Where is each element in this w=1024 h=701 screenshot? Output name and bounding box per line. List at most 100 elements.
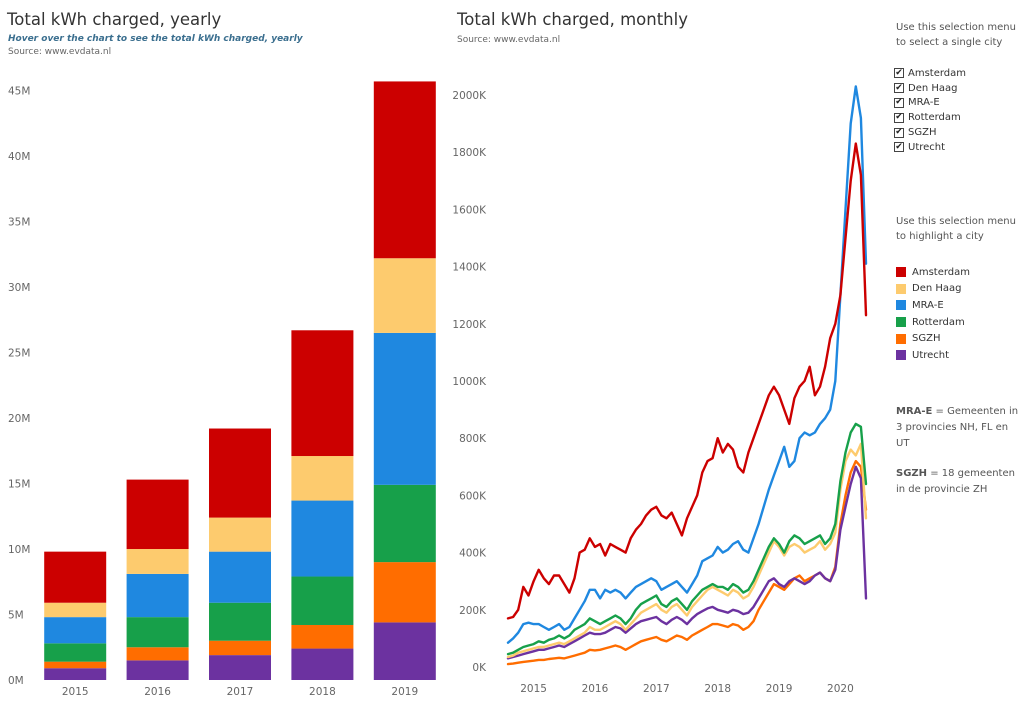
checkbox-icon[interactable]: ✔ (894, 127, 904, 138)
legend-label: SGZH (912, 333, 941, 345)
bar-segment-utrecht-2019[interactable] (373, 622, 436, 680)
filter-item-utrecht[interactable]: ✔ Utrecht (894, 140, 966, 155)
yearly-y-tick-label: 35M (8, 217, 30, 229)
filter-item-sgzh[interactable]: ✔ SGZH (894, 125, 966, 140)
line-series-utrecht[interactable] (506, 465, 868, 660)
legend-item-sgzh[interactable]: SGZH (896, 330, 970, 347)
yearly-x-tick-label: 2015 (62, 686, 89, 698)
monthly-y-tick-label: 1400K (452, 262, 487, 274)
yearly-y-tick-label: 30M (8, 282, 30, 294)
bar-segment-mra-e-2015[interactable] (44, 617, 107, 644)
legend-item-rotterdam[interactable]: Rotterdam (896, 314, 970, 331)
filter-item-rotterdam[interactable]: ✔ Rotterdam (894, 110, 966, 125)
line-series-sgzh[interactable] (506, 459, 868, 666)
bar-segment-mra-e-2016[interactable] (126, 573, 189, 618)
bar-segment-utrecht-2016[interactable] (126, 660, 189, 680)
monthly-y-tick-label: 600K (459, 490, 487, 502)
bar-segment-rotterdam-2016[interactable] (126, 617, 189, 648)
checkbox-icon[interactable]: ✔ (894, 112, 904, 123)
yearly-y-tick-label: 5M (8, 610, 24, 622)
bar-segment-sgzh-2016[interactable] (126, 647, 189, 661)
sgzh-note: SGZH = 18 gemeenten in de provincie ZH (896, 466, 1021, 498)
mrae-note-text: = Gemeenten in 3 provincies NH, FL en UT (896, 406, 1019, 449)
bar-segment-den-haag-2018[interactable] (291, 456, 354, 501)
checkbox-icon[interactable]: ✔ (894, 67, 904, 79)
monthly-y-tick-label: 800K (459, 433, 487, 445)
bar-segment-den-haag-2019[interactable] (373, 258, 436, 333)
legend-swatch (896, 300, 906, 311)
bar-segment-rotterdam-2019[interactable] (373, 484, 436, 563)
monthly-y-tick-label: 400K (459, 548, 487, 560)
bar-segment-utrecht-2017[interactable] (209, 655, 271, 680)
checkbox-icon[interactable]: ✔ (894, 97, 904, 108)
yearly-x-tick-label: 2016 (144, 686, 171, 698)
city-highlight-legend: Amsterdam Den Haag MRA-E Rotterdam SGZH Utrec… (896, 264, 970, 364)
bar-segment-amsterdam-2019[interactable] (373, 81, 436, 259)
yearly-y-tick-label: 10M (8, 544, 30, 556)
legend-swatch (896, 333, 906, 344)
bar-segment-mra-e-2019[interactable] (373, 332, 436, 485)
bar-segment-den-haag-2015[interactable] (44, 602, 107, 618)
line-series-den-haag[interactable] (506, 442, 868, 659)
bar-segment-utrecht-2015[interactable] (44, 668, 107, 680)
yearly-y-tick-label: 20M (8, 413, 30, 425)
monthly-line-chart[interactable]: 0K 200K 400K 600K 800K 1000K 1200K 1400K 1600K 18… (0, 0, 880, 701)
bar-segment-amsterdam-2018[interactable] (291, 330, 354, 457)
yearly-chart-title: Total kWh charged, yearly (7, 10, 222, 29)
yearly-y-tick-label: 0M (8, 675, 24, 687)
yearly-stacked-bar-chart[interactable]: 0M 5M 10M 15M 20M 25M 30M 35M 40M 45M 2015 2016 2017… (0, 0, 450, 701)
monthly-y-tick-label: 1800K (452, 147, 487, 159)
filter-item-den-haag[interactable]: ✔ Den Haag (894, 81, 966, 96)
legend-item-amsterdam[interactable]: Amsterdam (896, 264, 970, 281)
legend-label: Utrecht (912, 349, 950, 361)
yearly-chart-hover-hint: Hover over the chart to see the total kW… (8, 34, 303, 44)
monthly-x-tick-label: 2016 (582, 683, 609, 695)
filter-prompt: Use this selection menu to select a sing… (896, 22, 1016, 48)
filter-item-label: Utrecht (908, 141, 946, 153)
bar-segment-sgzh-2017[interactable] (209, 640, 271, 656)
line-series-rotterdam[interactable] (506, 422, 868, 656)
monthly-y-tick-label: 0K (472, 662, 487, 674)
bar-segment-mra-e-2017[interactable] (209, 551, 271, 603)
monthly-y-tick-label: 200K (459, 605, 487, 617)
monthly-x-tick-label: 2015 (520, 683, 547, 695)
yearly-chart-source: Source: www.evdata.nl (8, 47, 112, 57)
yearly-x-tick-label: 2018 (309, 686, 336, 698)
bar-segment-mra-e-2018[interactable] (291, 500, 354, 577)
checkbox-icon[interactable]: ✔ (894, 141, 904, 153)
bar-segment-amsterdam-2016[interactable] (126, 479, 189, 550)
line-series-mra-e[interactable] (506, 85, 868, 644)
legend-label: MRA-E (912, 299, 944, 311)
bar-segment-den-haag-2017[interactable] (209, 517, 271, 552)
city-filter-list: ✔ Amsterdam ✔ Den Haag ✔ MRA-E ✔ Rotterdam ✔ SGZH… (894, 66, 966, 155)
legend-label: Den Haag (912, 283, 962, 295)
legend-swatch (896, 350, 906, 361)
filter-item-label: SGZH (908, 127, 937, 139)
bar-segment-amsterdam-2015[interactable] (44, 551, 107, 603)
line-series-amsterdam[interactable] (506, 142, 868, 620)
yearly-y-tick-label: 45M (8, 86, 30, 98)
yearly-y-tick-label: 15M (8, 479, 30, 491)
bar-segment-utrecht-2018[interactable] (291, 648, 354, 680)
filter-item-label: Den Haag (908, 82, 958, 94)
filter-item-amsterdam[interactable]: ✔ Amsterdam (894, 66, 966, 81)
filter-item-label: Rotterdam (908, 112, 961, 124)
monthly-y-tick-label: 1000K (452, 376, 487, 388)
legend-item-den-haag[interactable]: Den Haag (896, 281, 970, 298)
filter-item-mra-e[interactable]: ✔ MRA-E (894, 96, 966, 111)
bar-segment-rotterdam-2015[interactable] (44, 643, 107, 662)
filter-item-label: MRA-E (908, 97, 940, 109)
legend-item-utrecht[interactable]: Utrecht (896, 347, 970, 364)
bar-segment-den-haag-2016[interactable] (126, 549, 189, 574)
bar-segment-rotterdam-2017[interactable] (209, 602, 271, 641)
bar-segment-sgzh-2019[interactable] (373, 562, 436, 623)
bar-segment-rotterdam-2018[interactable] (291, 576, 354, 625)
bar-segment-amsterdam-2017[interactable] (209, 428, 271, 518)
checkbox-icon[interactable]: ✔ (894, 82, 904, 94)
monthly-y-tick-label: 2000K (452, 90, 487, 102)
filter-item-label: Amsterdam (908, 67, 967, 79)
legend-item-mra-e[interactable]: MRA-E (896, 297, 970, 314)
legend-swatch (896, 317, 906, 328)
bar-segment-sgzh-2015[interactable] (44, 661, 107, 669)
bar-segment-sgzh-2018[interactable] (291, 624, 354, 649)
